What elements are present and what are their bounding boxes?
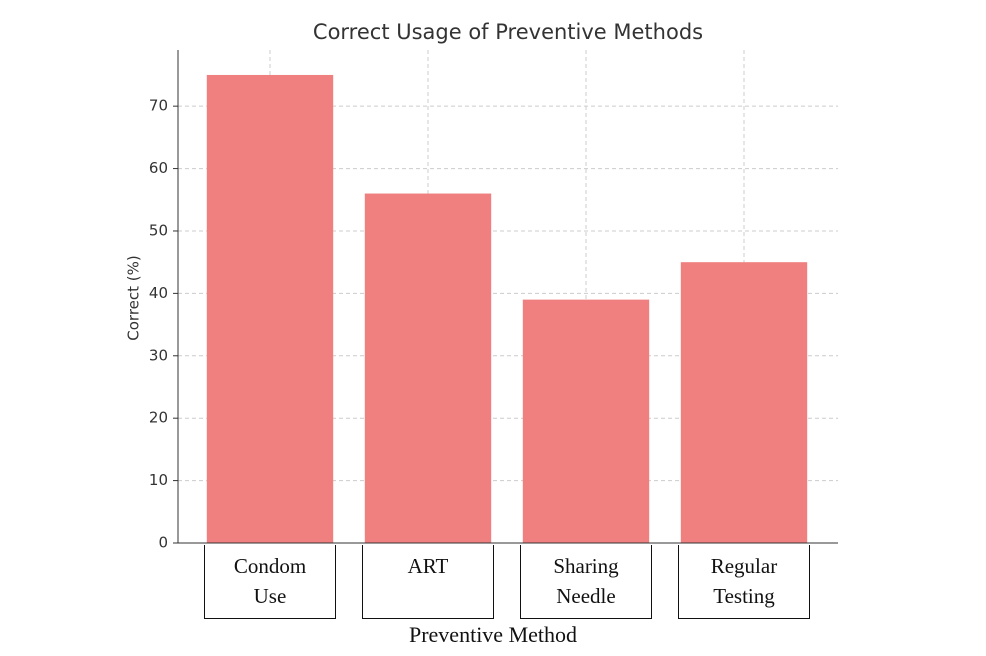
x-tick-label: Condom Use <box>203 545 337 619</box>
y-tick-label: 40 <box>149 284 168 302</box>
y-axis-label: Correct (%) <box>125 255 143 340</box>
y-tick-label: 70 <box>149 97 168 115</box>
y-tick-label: 20 <box>149 409 168 427</box>
bar <box>680 262 808 543</box>
x-axis-label: Preventive Method <box>408 622 578 647</box>
y-tick-label: 50 <box>149 221 168 239</box>
x-tick-label: ART <box>361 545 495 619</box>
chart-title: Correct Usage of Preventive Methods <box>313 20 703 44</box>
y-tick-label: 60 <box>149 159 168 177</box>
bar <box>522 299 650 543</box>
x-tick-label: Regular Testing <box>677 545 811 619</box>
bar <box>364 193 492 543</box>
y-tick-label: 10 <box>149 471 168 489</box>
x-tick-label: Sharing Needle <box>519 545 653 619</box>
bar <box>206 74 334 543</box>
y-tick-label: 30 <box>149 346 168 364</box>
y-tick-label: 0 <box>158 534 168 552</box>
